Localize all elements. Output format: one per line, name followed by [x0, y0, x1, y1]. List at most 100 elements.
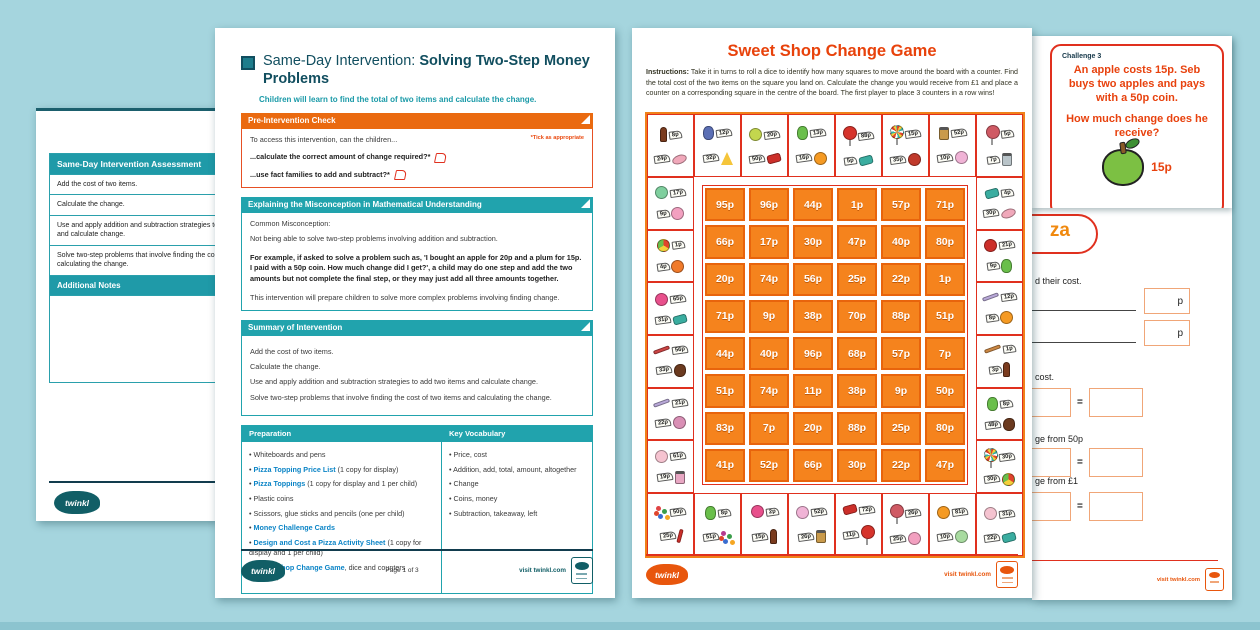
visit-link[interactable]: visit twinkl.com — [1156, 576, 1200, 583]
candy-floss-icon — [955, 151, 968, 165]
price-square: 44p — [703, 335, 747, 373]
sweet-jar-icon — [1001, 153, 1012, 167]
price-square: 7p — [923, 335, 967, 373]
price-square: 88p — [835, 409, 879, 447]
price-tag: 22p — [654, 417, 672, 429]
price-grid: 95p 96p 44p 1p 57p 71p 66p 17p 30p 47p 40p 80p 20p 74… — [702, 185, 968, 485]
price-tag: 35p — [889, 154, 907, 165]
price-tag: 4p — [656, 261, 670, 272]
boiled-sweet-icon — [671, 260, 685, 274]
section-header: Pre-Intervention Check — [241, 113, 593, 130]
jelly-bean-icon — [670, 152, 689, 166]
boiled-sweet-icon — [749, 128, 762, 141]
price-tag: 52p — [810, 507, 828, 518]
additional-notes-header: Additional Notes — [50, 274, 217, 295]
price-tag: 25p — [659, 531, 676, 542]
lollipop-icon — [843, 126, 857, 146]
price-tag: 21p — [998, 239, 1016, 251]
price-square: 11p — [791, 372, 835, 410]
lollipop-icon — [890, 503, 904, 524]
price-tag: 10p — [936, 152, 954, 163]
price-square: 80p — [923, 223, 967, 261]
apple-icon — [1102, 136, 1145, 186]
price-tag: 30p — [998, 452, 1016, 463]
board-top-row: 8p 24p 12p 32p 20p 50p 13p 16p 88p 5p 15p 35p 52p 10p… — [647, 114, 1023, 177]
price-tag: 1p — [671, 240, 685, 251]
resource-link[interactable]: Pizza Topping Price List — [253, 464, 336, 474]
price-tag: 15p — [904, 129, 922, 140]
visit-link[interactable]: visit twinkl.com — [944, 571, 991, 578]
price-square: 96p — [747, 186, 791, 224]
boiled-sweet-icon — [814, 151, 827, 165]
sweet-jar-icon — [674, 470, 685, 484]
board-border-cell: 21p 9p — [976, 229, 1023, 283]
resource-link[interactable]: Sweet Shop Change Game — [253, 562, 345, 572]
swirl-lollipop-icon — [890, 124, 904, 145]
price-tag: 12p — [1000, 292, 1018, 303]
twinkl-logo: twinkl — [241, 559, 285, 582]
gummy-bear-icon — [703, 126, 714, 141]
price-square: 68p — [835, 335, 879, 373]
preparation-item: Pizza Toppings (1 copy for display and 1… — [249, 479, 434, 489]
price-tag: 9p — [656, 209, 670, 219]
price-tag: 8p — [985, 312, 999, 323]
price-tag: 10p — [936, 531, 954, 542]
candy-corn-icon — [720, 151, 733, 165]
resource-link[interactable]: Pizza Toppings — [253, 479, 306, 489]
board-border-cell: 8p 24p — [647, 114, 694, 177]
boiled-sweet-icon — [984, 238, 997, 252]
pre-check-intro: To access this intervention, can the chi… — [250, 135, 398, 145]
preparation-column-header: Preparation — [242, 425, 441, 442]
worksheet-label: cost. — [1035, 372, 1055, 382]
boiled-sweet-icon — [955, 530, 968, 544]
price-tag: 21p — [671, 397, 689, 408]
price-tag: 88p — [857, 130, 875, 141]
visit-link[interactable]: visit twinkl.com — [519, 567, 566, 574]
price-square: 74p — [747, 260, 791, 298]
page-subtitle: Children will learn to find the total of… — [259, 95, 537, 105]
resource-link[interactable]: Money Challenge Cards — [253, 523, 335, 533]
gummy-bear-icon — [986, 396, 998, 411]
wrapped-candy-icon — [841, 503, 858, 516]
board-border-cell: 13p 16p — [788, 114, 835, 177]
liquorice-icon — [652, 345, 671, 355]
price-square: 71p — [703, 297, 747, 335]
price-square: 30p — [791, 223, 835, 261]
wrapped-candy-icon — [857, 154, 874, 167]
preparation-item: Money Challenge Cards — [249, 523, 434, 533]
resource-link[interactable]: Design and Cost a Pizza Activity Sheet — [253, 538, 386, 548]
price-tag: 81p — [951, 507, 969, 518]
board-border-cell: 4p 30p — [976, 177, 1023, 230]
summary-line: Solve two-step problems that involve fin… — [250, 392, 552, 402]
summary-line: Add the cost of two items. — [250, 347, 334, 357]
price-square: 41p — [703, 446, 747, 484]
swirl-lollipop-icon — [984, 447, 998, 468]
board-border-cell: 1p 4p — [647, 229, 694, 283]
wrapped-candy-icon — [765, 152, 782, 165]
preparation-text: Scissors, glue sticks and pencils (one p… — [253, 508, 405, 518]
price-tag: 3p — [988, 365, 1002, 375]
boiled-sweet-icon — [1000, 311, 1014, 325]
board-border-cell: 88p 5p — [835, 114, 882, 177]
board-border-cell: 26p 25p — [882, 493, 929, 556]
price-square: 44p — [791, 186, 835, 224]
page-footer: twinkl visit twinkl.com — [646, 554, 1018, 588]
board-border-cell: 12p 32p — [694, 114, 741, 177]
price-tag: 1p — [1002, 344, 1016, 355]
price-tag: 50p — [669, 506, 686, 517]
price-tag: 8p — [717, 507, 731, 518]
preparation-text: (1 copy for display and 1 per child) — [305, 479, 418, 489]
additional-notes-area — [50, 294, 217, 382]
price-square: 25p — [835, 260, 879, 298]
price-tag: 52p — [950, 128, 967, 139]
folded-corner-icon — [581, 322, 590, 332]
board-right-column: 4p 30p 21p 9p 12p 8p 1p 3p 8p 48p 30p 30p — [976, 177, 1023, 494]
gummy-bear-icon — [797, 126, 808, 141]
twinkl-badge-icon — [996, 561, 1018, 588]
equals-sign: = — [1077, 397, 1083, 408]
board-border-cell: 50p 25p — [647, 493, 694, 556]
price-tag: 22p — [983, 532, 1000, 543]
gumballs-icon — [720, 531, 726, 537]
candy-hearts-icon — [655, 449, 668, 463]
boiled-sweet-icon — [750, 505, 764, 518]
